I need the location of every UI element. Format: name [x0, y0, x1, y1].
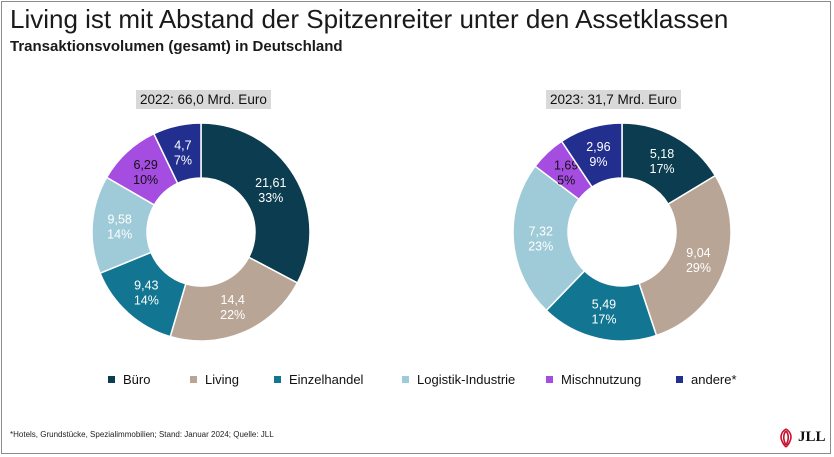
legend-label: andere*	[691, 372, 737, 387]
donut-slice-2022-buero	[200, 122, 311, 284]
footnote: *Hotels, Grundstücke, Spezialimmobilien;…	[10, 430, 274, 439]
slice-value-label-2022-mischnutzung: 6,29	[133, 158, 157, 172]
slice-value-label-2023-buero: 5,18	[650, 147, 674, 161]
chart-title-2023: 2023: 31,7 Mrd. Euro	[546, 90, 681, 109]
slice-percent-label-2022-buero: 33%	[258, 191, 283, 205]
slice-value-label-2022-logistik-industrie: 9,58	[108, 212, 132, 226]
slice-percent-label-2023-einzelhandel: 17%	[591, 312, 616, 326]
slice-percent-label-2023-logistik-industrie: 23%	[528, 239, 553, 253]
slice-value-label-2023-logistik-industrie: 7,32	[529, 224, 553, 238]
legend-swatch	[190, 376, 197, 384]
slice-value-label-2023-living: 9,04	[686, 246, 710, 260]
legend-item-living: Living	[190, 372, 239, 387]
legend-label: Einzelhandel	[289, 372, 364, 387]
legend-item-buero: Büro	[108, 372, 150, 387]
donut-slice-2023-logistik-industrie	[512, 165, 586, 312]
slice-percent-label-2023-buero: 17%	[650, 162, 675, 176]
slice-value-label-2022-living: 14,4	[221, 293, 245, 307]
donut-slice-2023-andere	[560, 122, 623, 189]
slice-percent-label-2023-living: 29%	[686, 261, 711, 275]
legend-item-andere: andere*	[676, 372, 737, 387]
slice-percent-label-2022-logistik-industrie: 14%	[107, 227, 132, 241]
slice-percent-label-2023-mischnutzung: 5%	[557, 174, 575, 188]
slice-percent-label-2022-mischnutzung: 10%	[133, 173, 158, 187]
slide-title: Living ist mit Abstand der Spitzenreiter…	[10, 4, 729, 34]
slice-percent-label-2022-living: 22%	[220, 308, 245, 322]
donut-slice-2022-living	[169, 256, 299, 342]
donut-slice-2022-andere	[152, 122, 202, 185]
legend-item-mischnutzung: Mischnutzung	[546, 372, 641, 387]
legend-swatch	[546, 376, 553, 384]
jll-logo-icon	[780, 428, 792, 448]
legend-swatch	[402, 376, 409, 384]
slice-percent-label-2023-andere: 9%	[589, 155, 607, 169]
chart-legend: Büro Living Einzelhandel Logistik-Indust…	[108, 372, 768, 392]
legend-label: Living	[205, 372, 239, 387]
slide-subtitle: Transaktionsvolumen (gesamt) in Deutschl…	[10, 38, 343, 55]
slice-percent-label-2022-einzelhandel: 14%	[134, 293, 159, 307]
legend-label: Büro	[123, 372, 151, 387]
legend-label: Mischnutzung	[561, 372, 642, 387]
slice-value-label-2023-andere: 2,96	[586, 140, 610, 154]
logo-text: JLL	[798, 429, 826, 445]
legend-item-einzelhandel: Einzelhandel	[274, 372, 363, 387]
slice-value-label-2022-buero: 21,61	[255, 176, 286, 190]
legend-label: Logistik-Industrie	[417, 372, 516, 387]
slice-value-label-2023-einzelhandel: 5,49	[592, 297, 616, 311]
slice-value-label-2023-mischnutzung: 1,69	[554, 159, 578, 173]
jll-logo: JLL	[777, 427, 827, 449]
slice-percent-label-2022-andere: 7%	[174, 154, 192, 168]
legend-swatch	[676, 376, 683, 384]
legend-swatch	[274, 376, 281, 384]
legend-item-logistik-industrie: Logistik-Industrie	[402, 372, 515, 387]
chart-title-2022: 2022: 66,0 Mrd. Euro	[136, 90, 271, 109]
slice-value-label-2022-andere: 4,7	[174, 139, 191, 153]
donut-slice-2023-living	[638, 174, 732, 337]
legend-swatch	[108, 376, 115, 384]
slice-value-label-2022-einzelhandel: 9,43	[134, 278, 158, 292]
